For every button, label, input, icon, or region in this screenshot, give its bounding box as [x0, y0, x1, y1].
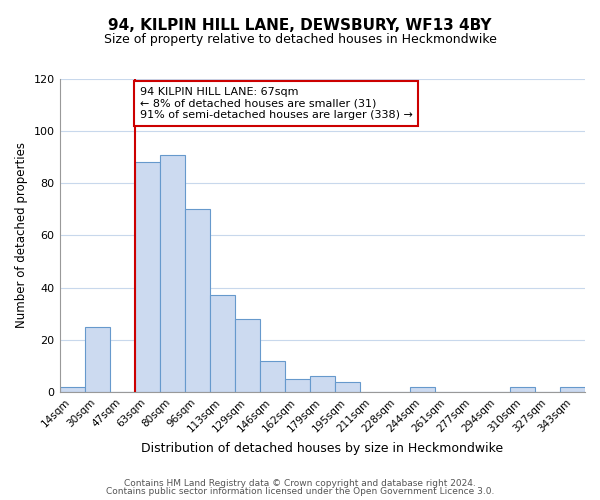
Bar	[59, 386, 85, 392]
Text: Size of property relative to detached houses in Heckmondwike: Size of property relative to detached ho…	[104, 32, 496, 46]
Text: 94 KILPIN HILL LANE: 67sqm
← 8% of detached houses are smaller (31)
91% of semi-: 94 KILPIN HILL LANE: 67sqm ← 8% of detac…	[140, 87, 412, 120]
Text: 94, KILPIN HILL LANE, DEWSBURY, WF13 4BY: 94, KILPIN HILL LANE, DEWSBURY, WF13 4BY	[108, 18, 492, 32]
Bar	[285, 379, 310, 392]
Bar	[335, 382, 360, 392]
Bar	[160, 154, 185, 392]
Bar	[310, 376, 335, 392]
Bar	[235, 319, 260, 392]
Bar	[85, 327, 110, 392]
Bar	[209, 296, 235, 392]
Bar	[185, 210, 209, 392]
Bar	[260, 360, 285, 392]
Bar	[134, 162, 160, 392]
Bar	[560, 386, 585, 392]
Bar	[510, 386, 535, 392]
Y-axis label: Number of detached properties: Number of detached properties	[15, 142, 28, 328]
Text: Contains public sector information licensed under the Open Government Licence 3.: Contains public sector information licen…	[106, 487, 494, 496]
X-axis label: Distribution of detached houses by size in Heckmondwike: Distribution of detached houses by size …	[141, 442, 503, 455]
Text: Contains HM Land Registry data © Crown copyright and database right 2024.: Contains HM Land Registry data © Crown c…	[124, 478, 476, 488]
Bar	[410, 386, 435, 392]
